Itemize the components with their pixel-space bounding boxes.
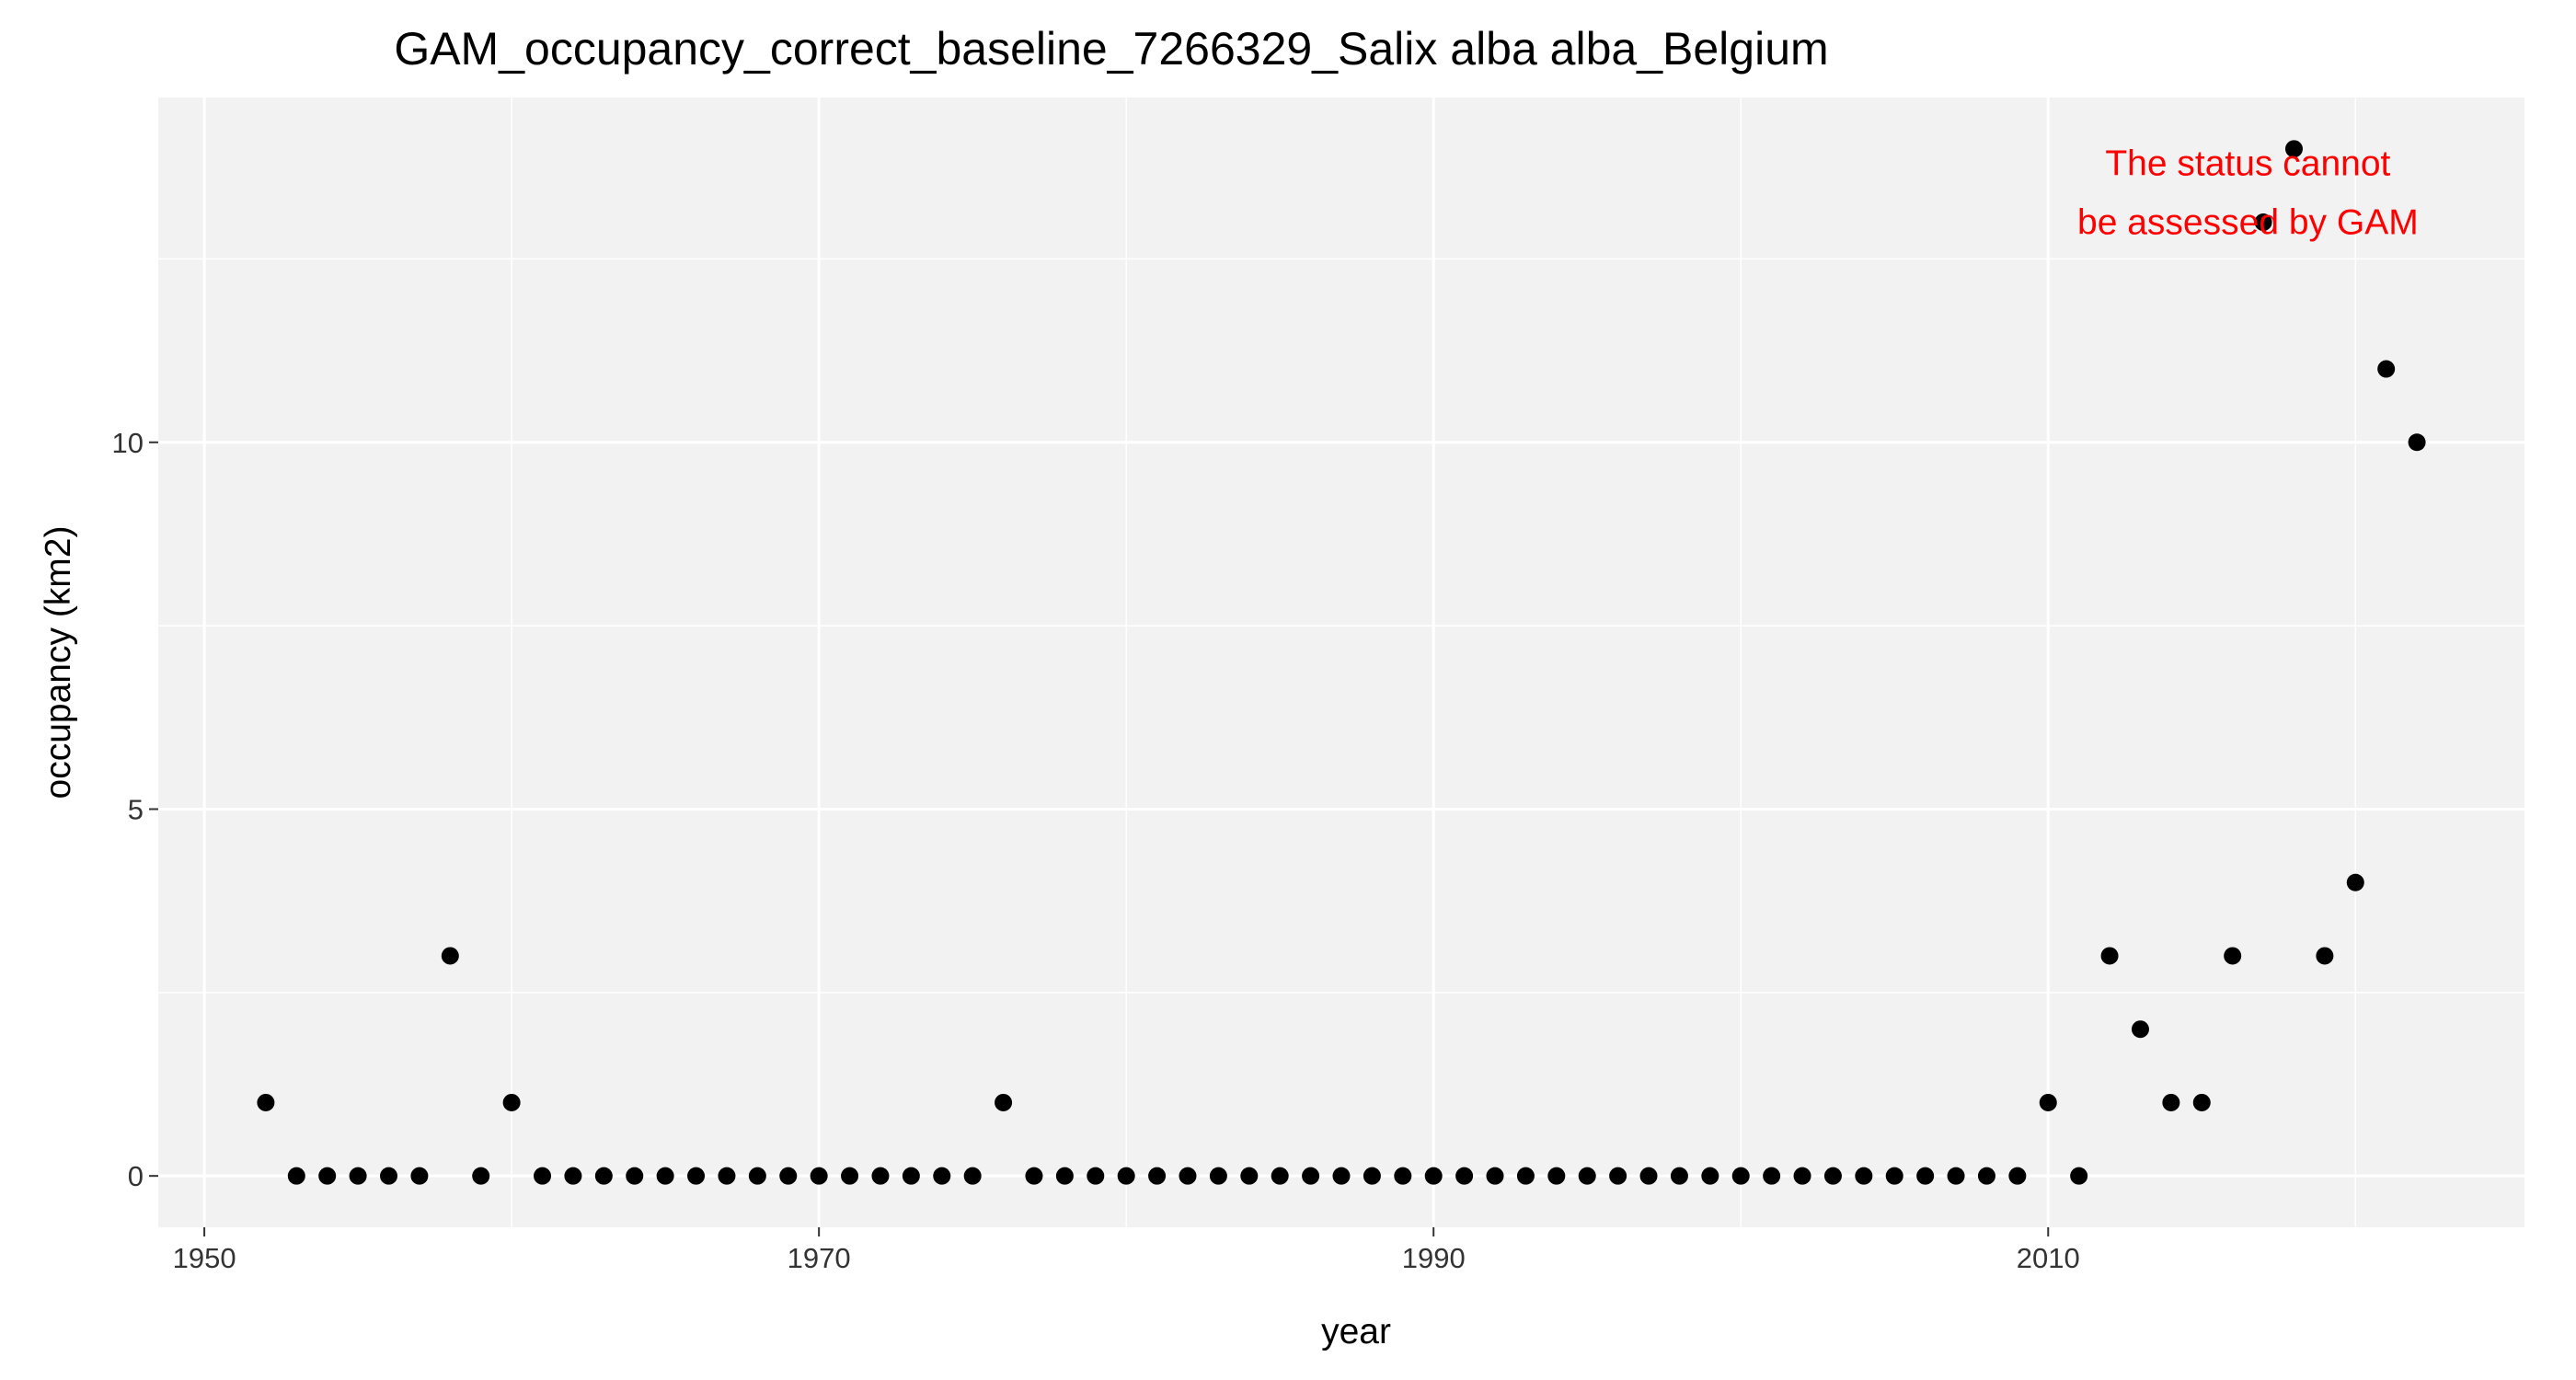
data-point <box>1363 1167 1381 1185</box>
data-point <box>2162 1093 2180 1111</box>
data-point <box>2284 140 2303 158</box>
data-point <box>2192 1093 2211 1111</box>
data-point <box>1055 1167 1074 1185</box>
y-tick-label: 10 <box>112 427 144 459</box>
y-axis-title: occupancy (km2) <box>39 526 78 799</box>
x-tick-label: 2010 <box>2017 1242 2080 1274</box>
data-point <box>718 1167 736 1185</box>
grid-lines <box>158 98 2524 1227</box>
x-axis-title: year <box>1321 1312 1391 1351</box>
data-point <box>1670 1167 1688 1185</box>
data-point <box>1639 1167 1658 1185</box>
data-point <box>1302 1167 1320 1185</box>
data-point <box>1578 1167 1596 1185</box>
annotation-line: be assessed by GAM <box>2077 203 2419 243</box>
data-point <box>2377 360 2396 378</box>
data-point <box>257 1093 275 1111</box>
data-point <box>2224 947 2242 965</box>
data-point <box>1087 1167 1105 1185</box>
annotation: The status cannot be assessed by GAM <box>2077 144 2419 243</box>
data-point <box>779 1167 798 1185</box>
data-point <box>1793 1167 1811 1185</box>
y-tick-label: 0 <box>128 1160 144 1192</box>
data-point <box>1609 1167 1627 1185</box>
data-point <box>963 1167 982 1185</box>
data-point <box>902 1167 920 1185</box>
data-point <box>1977 1167 1995 1185</box>
x-axis: 1950 1970 1990 2010 <box>173 1227 2080 1274</box>
data-point <box>1148 1167 1167 1185</box>
data-point <box>1424 1167 1443 1185</box>
data-point <box>933 1167 951 1185</box>
data-point <box>2131 1020 2149 1039</box>
data-point <box>687 1167 706 1185</box>
chart-title: GAM_occupancy_correct_baseline_7266329_S… <box>394 23 1828 75</box>
data-point <box>564 1167 582 1185</box>
data-point <box>287 1167 305 1185</box>
plot-panel <box>158 98 2524 1227</box>
data-point <box>441 947 459 965</box>
data-point <box>2008 1167 2027 1185</box>
data-point <box>2408 433 2426 452</box>
y-axis: 0 5 10 <box>112 427 158 1192</box>
data-point <box>1763 1167 1781 1185</box>
data-point <box>502 1093 521 1111</box>
data-point <box>1947 1167 1965 1185</box>
data-point <box>626 1167 644 1185</box>
data-point <box>1885 1167 1903 1185</box>
data-point <box>2039 1093 2057 1111</box>
data-point <box>1271 1167 1289 1185</box>
data-point <box>1117 1167 1135 1185</box>
data-point <box>1823 1167 1842 1185</box>
data-point <box>318 1167 337 1185</box>
data-point <box>349 1167 367 1185</box>
data-point <box>1025 1167 1043 1185</box>
data-point <box>1455 1167 1474 1185</box>
data-point <box>2346 873 2364 891</box>
data-point <box>1731 1167 1750 1185</box>
data-point <box>2100 947 2119 965</box>
data-point <box>871 1167 890 1185</box>
data-point <box>1516 1167 1535 1185</box>
data-point <box>1394 1167 1412 1185</box>
y-tick-label: 5 <box>128 793 144 825</box>
data-point <box>841 1167 859 1185</box>
x-tick-label: 1950 <box>173 1242 236 1274</box>
data-point <box>380 1167 398 1185</box>
data-point <box>1916 1167 1935 1185</box>
data-point <box>1855 1167 1873 1185</box>
data-point <box>748 1167 766 1185</box>
x-tick-label: 1990 <box>1402 1242 1466 1274</box>
data-point <box>995 1093 1013 1111</box>
data-point <box>2070 1167 2088 1185</box>
data-point <box>594 1167 613 1185</box>
data-point <box>656 1167 674 1185</box>
data-point <box>1547 1167 1566 1185</box>
data-point <box>1209 1167 1227 1185</box>
data-point <box>1332 1167 1351 1185</box>
data-point <box>2316 947 2334 965</box>
annotation-line: The status cannot <box>2105 144 2390 184</box>
data-point <box>1240 1167 1259 1185</box>
x-tick-label: 1970 <box>788 1242 851 1274</box>
data-point <box>534 1167 552 1185</box>
data-point <box>810 1167 828 1185</box>
data-point <box>1701 1167 1719 1185</box>
data-point <box>1486 1167 1504 1185</box>
data-point <box>410 1167 429 1185</box>
data-point <box>1179 1167 1197 1185</box>
data-point <box>472 1167 490 1185</box>
data-points <box>257 140 2426 1185</box>
data-point <box>2254 213 2272 232</box>
